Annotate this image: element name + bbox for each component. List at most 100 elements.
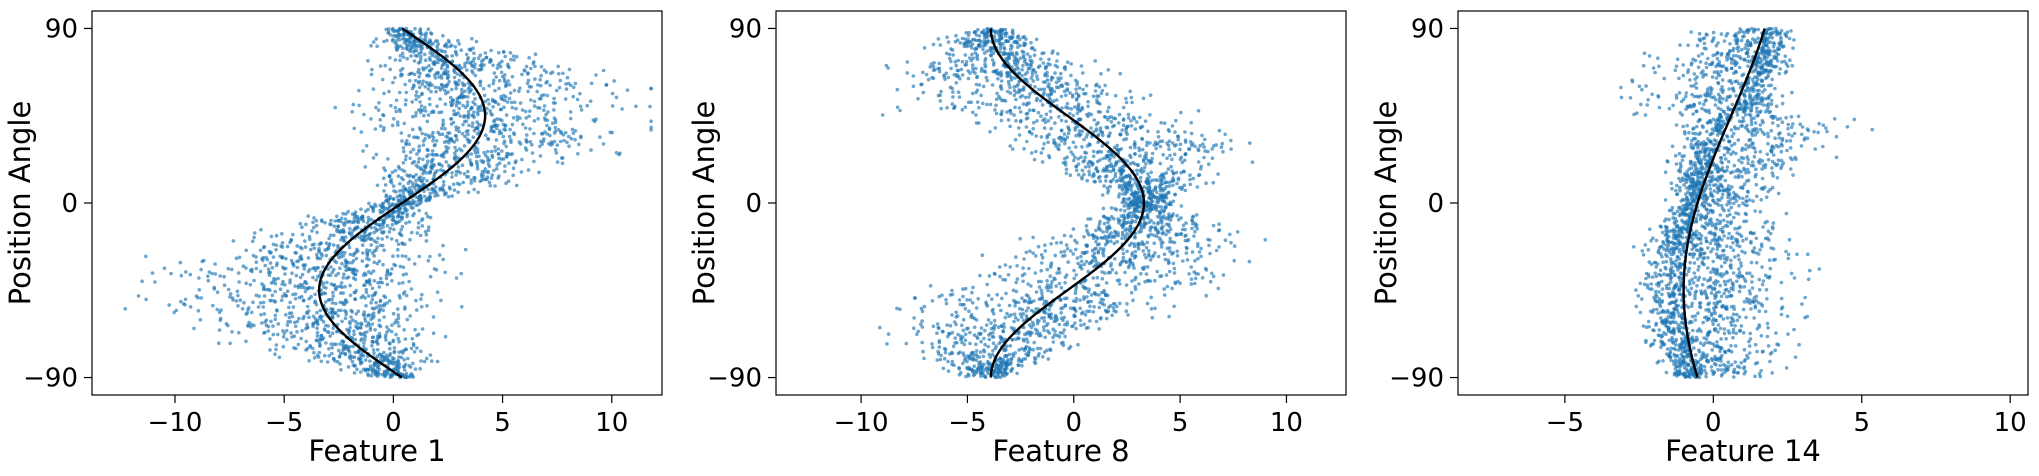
- scatter-point: [268, 348, 272, 352]
- scatter-point: [507, 96, 512, 101]
- scatter-point: [213, 262, 217, 266]
- scatter-point: [425, 356, 429, 361]
- scatter-point: [1042, 87, 1047, 92]
- scatter-point: [188, 272, 193, 277]
- scatter-point: [1124, 309, 1129, 314]
- scatter-point: [355, 214, 360, 219]
- scatter-point: [289, 331, 293, 335]
- scatter-point: [417, 177, 422, 181]
- scatter-point: [545, 132, 549, 136]
- scatter-point: [1062, 132, 1067, 136]
- scatter-point: [410, 184, 415, 188]
- scatter-point: [1094, 129, 1098, 133]
- scatter-point: [266, 267, 271, 272]
- scatter-point: [1263, 238, 1268, 242]
- scatter-point: [472, 179, 477, 183]
- scatter-point: [425, 179, 429, 183]
- scatter-point: [370, 343, 374, 348]
- scatter-point: [300, 272, 305, 277]
- scatter-point: [1172, 304, 1176, 309]
- scatter-point: [144, 297, 148, 302]
- scatter-point: [1174, 118, 1178, 123]
- scatter-point: [1217, 128, 1222, 133]
- scatter-point: [414, 308, 419, 312]
- scatter-point: [634, 104, 638, 109]
- scatter-point: [1075, 124, 1080, 129]
- scatter-point: [538, 154, 543, 158]
- scatter-point: [1109, 120, 1114, 124]
- scatter-point: [273, 300, 278, 304]
- scatter-point: [1059, 94, 1064, 99]
- scatter-point: [992, 34, 997, 39]
- scatter-point: [571, 94, 575, 99]
- scatter-point: [1020, 296, 1024, 301]
- scatter-point: [463, 64, 467, 69]
- scatter-point: [536, 83, 540, 87]
- scatter-point: [264, 287, 268, 292]
- scatter-point: [1093, 256, 1098, 261]
- scatter-point: [964, 31, 968, 35]
- scatter-point: [470, 36, 474, 41]
- scatter-point: [1050, 279, 1054, 284]
- scatter-point: [1132, 266, 1136, 270]
- scatter-point: [1115, 143, 1119, 148]
- scatter-point: [382, 350, 386, 355]
- scatter-point: [1190, 250, 1195, 254]
- scatter-point: [957, 298, 962, 302]
- scatter-point: [418, 100, 422, 104]
- scatter-point: [991, 335, 996, 339]
- scatter-point: [947, 52, 952, 57]
- scatter-point: [324, 286, 328, 290]
- scatter-point: [1158, 197, 1162, 201]
- scatter-point: [1087, 169, 1091, 174]
- scatter-point: [939, 353, 943, 358]
- scatter-point: [432, 110, 436, 114]
- scatter-point: [1008, 91, 1013, 95]
- scatter-point: [1162, 214, 1166, 218]
- scatter-point: [1121, 175, 1125, 180]
- scatter-point: [1104, 293, 1108, 297]
- scatter-point: [995, 91, 999, 96]
- scatter-point: [577, 142, 581, 147]
- scatter-point: [1036, 244, 1041, 249]
- scatter-point: [985, 282, 989, 287]
- scatter-point: [1223, 238, 1228, 242]
- scatter-point: [1125, 159, 1129, 163]
- scatter-point: [1122, 204, 1126, 208]
- scatter-point: [1076, 172, 1081, 177]
- scatter-point: [1009, 358, 1013, 362]
- scatter-point: [946, 359, 950, 364]
- scatter-point: [1155, 231, 1160, 235]
- scatter-point: [329, 282, 334, 286]
- scatter-point: [1172, 271, 1177, 275]
- scatter-point: [390, 356, 395, 360]
- scatter-point: [460, 131, 465, 136]
- scatter-point: [1021, 63, 1025, 68]
- scatter-point: [494, 126, 499, 130]
- scatter-point: [401, 291, 406, 296]
- scatter-point: [236, 271, 241, 275]
- scatter-point: [416, 199, 421, 203]
- scatter-point: [989, 326, 994, 331]
- scatter-point: [285, 337, 289, 342]
- scatter-point: [1039, 135, 1044, 139]
- scatter-point: [1170, 286, 1174, 291]
- scatter-point: [427, 198, 431, 203]
- scatter-point: [372, 307, 376, 311]
- scatter-point: [1157, 214, 1162, 218]
- scatter-point: [335, 329, 339, 334]
- scatter-point: [334, 260, 339, 265]
- scatter-point: [443, 270, 448, 275]
- scatter-point: [1153, 306, 1157, 311]
- scatter-point: [1159, 121, 1163, 125]
- scatter-point: [451, 98, 456, 102]
- scatter-point: [1166, 128, 1171, 132]
- scatter-point: [1203, 266, 1208, 271]
- scatter-point: [546, 110, 550, 114]
- scatter-point: [397, 324, 401, 328]
- scatter-point: [1113, 171, 1118, 176]
- scatter-point: [271, 280, 276, 284]
- scatter-point: [326, 267, 330, 272]
- scatter-point: [368, 231, 373, 236]
- scatter-point: [336, 308, 341, 313]
